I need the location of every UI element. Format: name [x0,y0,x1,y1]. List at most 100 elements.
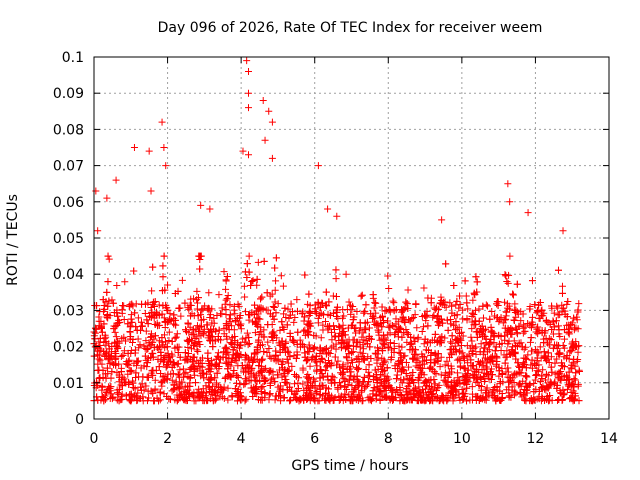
data-point [278,337,286,345]
data-point [559,304,567,312]
data-point [334,357,342,365]
data-point [322,390,330,398]
data-point [335,322,343,330]
data-point [347,396,355,404]
data-point [265,345,273,353]
data-point [552,317,560,325]
data-point [389,396,397,404]
data-point [361,307,369,315]
data-point [537,307,545,315]
data-point [406,346,414,354]
data-point [326,322,334,330]
data-point [115,397,123,405]
data-point [249,393,257,401]
data-point [570,395,578,403]
data-point [128,318,136,326]
data-point [469,296,477,304]
data-point [153,394,161,402]
data-point [137,383,145,391]
data-point [321,345,329,353]
data-point [249,277,257,285]
data-point [370,314,378,322]
data-point [318,354,326,362]
data-point [291,313,299,321]
data-point [574,308,582,316]
data-point [162,162,170,170]
data-point [198,306,206,314]
data-point [344,359,352,367]
data-point [195,252,203,260]
data-point [127,315,135,323]
data-point [113,281,121,289]
data-point [470,310,478,318]
data-point [147,387,155,395]
data-point [422,385,430,393]
data-point [566,348,574,356]
data-point [558,289,566,297]
data-point [397,376,405,384]
data-point [400,352,408,360]
data-point [452,326,460,334]
data-point [522,372,530,380]
data-point [99,296,107,304]
data-point [468,347,476,355]
data-point [544,384,552,392]
data-point [389,297,397,305]
data-point [502,315,510,323]
data-point [125,357,133,365]
data-point [190,362,198,370]
data-point [220,268,228,276]
data-point [404,330,412,338]
data-point [232,350,240,358]
data-point [490,333,498,341]
data-point [553,384,561,392]
data-point [91,324,99,332]
data-point [555,341,563,349]
data-point [543,392,551,400]
data-point [155,363,163,371]
data-point [257,295,265,303]
data-point [546,320,554,328]
data-point [532,371,540,379]
data-point [521,327,529,335]
data-point [262,364,270,372]
data-point [115,319,123,327]
data-point [558,372,566,380]
data-point [100,348,108,356]
data-point [567,381,575,389]
data-point [436,299,444,307]
data-point [378,303,386,311]
data-point [250,355,258,363]
data-point [334,385,342,393]
data-point [243,353,251,361]
data-point [518,343,526,351]
data-point [402,388,410,396]
data-point [554,350,562,358]
data-point [243,329,251,337]
data-point [195,389,203,397]
data-point [476,373,484,381]
data-point [446,299,454,307]
data-point [95,338,103,346]
data-point [350,375,358,383]
data-point [265,368,273,376]
data-point [280,310,288,318]
data-point [129,384,137,392]
data-point [355,392,363,400]
data-point [343,354,351,362]
data-point [126,335,134,343]
data-point [130,144,138,151]
data-point [288,362,296,370]
data-point [138,300,146,308]
data-point [241,351,249,359]
data-point [359,349,367,357]
data-point [484,302,492,310]
data-point [330,322,338,330]
data-point [161,318,169,326]
data-point [371,366,379,374]
data-point [117,353,125,361]
data-point [381,307,389,315]
data-point [398,363,406,371]
data-point [575,342,583,350]
data-point [181,349,189,357]
